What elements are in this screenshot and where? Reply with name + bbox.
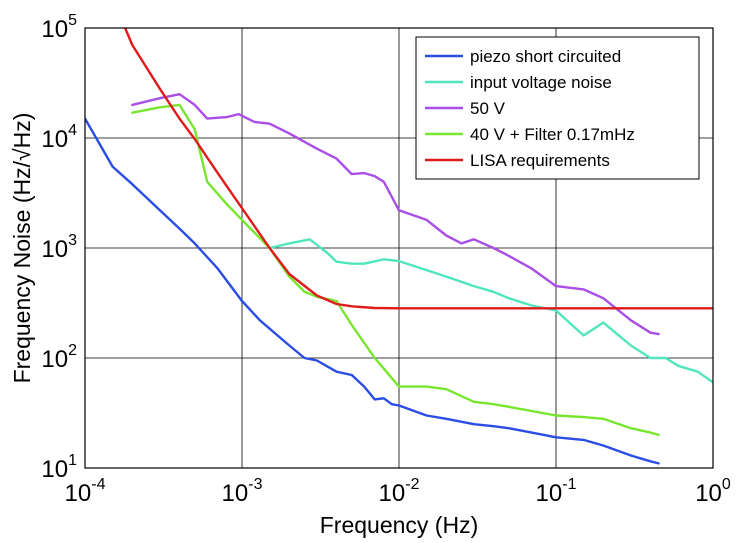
x-tick-label: 10-2 <box>379 476 420 507</box>
series-line-input-voltage-noise <box>268 238 713 384</box>
y-tick-label: 105 <box>41 12 77 43</box>
plot-frame <box>84 27 714 469</box>
y-tick-label: 101 <box>41 452 77 483</box>
y-tick-label: 103 <box>41 232 77 263</box>
x-tick-label: 10-3 <box>222 476 263 507</box>
y-axis-label: Frequency Noise (Hz/√Hz) <box>9 113 35 384</box>
x-tick-label: 10-4 <box>65 476 106 507</box>
legend-label-piezo-short-circuited: piezo short circuited <box>470 47 621 66</box>
series-line-50-v <box>131 93 660 336</box>
legend-label-lisa-requirements: LISA requirements <box>470 151 610 170</box>
x-axis-label: Frequency (Hz) <box>320 512 478 538</box>
legend-label-input-voltage-noise: input voltage noise <box>470 73 612 92</box>
series-line-lisa-requirements <box>123 28 713 310</box>
data-series <box>85 28 713 465</box>
legend-box <box>415 36 700 180</box>
y-tick-label: 102 <box>41 342 77 373</box>
legend-label-40-v-filter-0-17mhz: 40 V + Filter 0.17mHz <box>470 125 635 144</box>
legend-label-50-v: 50 V <box>470 99 506 118</box>
y-tick-label: 104 <box>41 122 77 153</box>
x-tick-label: 100 <box>695 476 731 507</box>
legend: piezo short circuited input voltage noise… <box>415 36 700 180</box>
series-line-40-v-filter-0-17mhz <box>131 103 660 437</box>
series-line-piezo-short-circuited <box>85 117 660 465</box>
tick-labels: 10-4 10-3 10-2 10-1 100 101 102 103 104 105 <box>41 12 731 507</box>
x-tick-label: 10-1 <box>536 476 577 507</box>
